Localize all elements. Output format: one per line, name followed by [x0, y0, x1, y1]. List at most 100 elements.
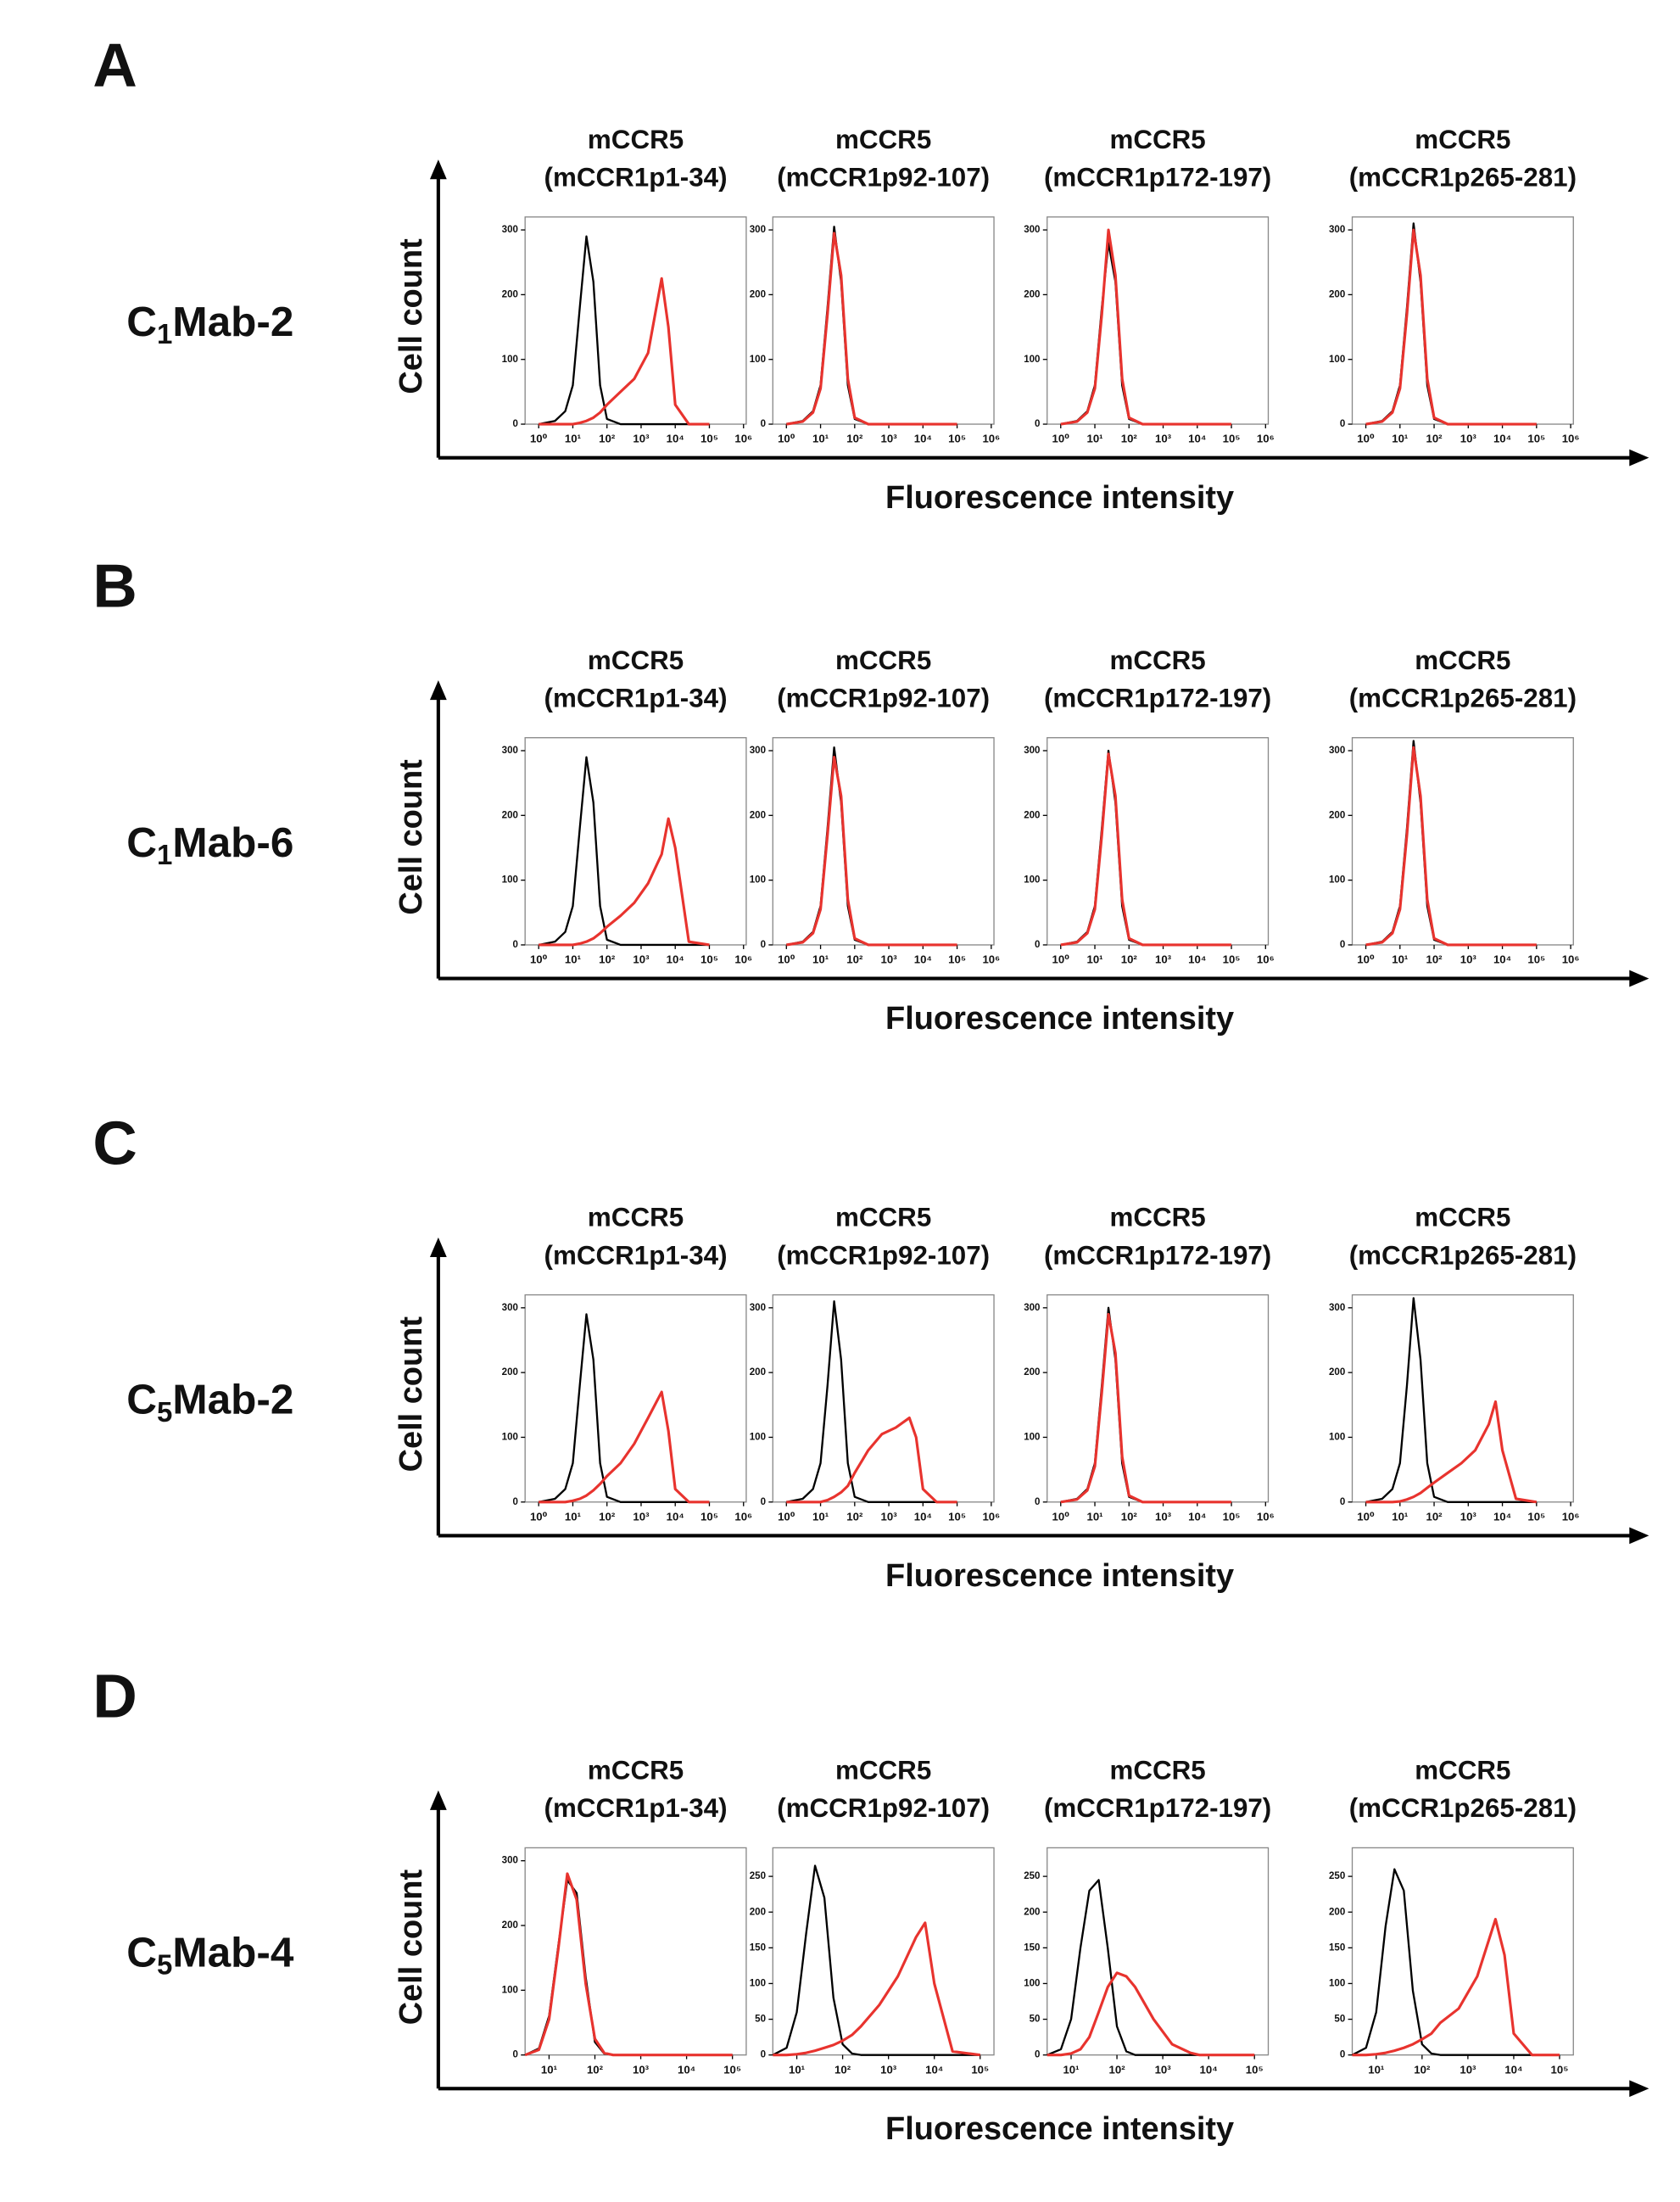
- x-tick-label: 10²: [834, 2063, 851, 2076]
- y-tick-label: 100: [1024, 875, 1040, 886]
- y-tick-label: 200: [750, 289, 766, 299]
- y-tick-label: 300: [502, 1303, 518, 1313]
- x-tick-label: 10⁴: [1493, 953, 1511, 966]
- x-tick-label: 10²: [1426, 433, 1443, 445]
- antibody-prefix: C: [126, 1930, 157, 1976]
- x-tick-label: 10⁴: [925, 2063, 943, 2076]
- x-tick-label: 10³: [881, 1510, 898, 1523]
- x-tick-label: 10⁶: [982, 433, 1000, 445]
- y-tick-label: 250: [1024, 1871, 1040, 1881]
- x-tick-label: 10⁰: [778, 1510, 795, 1523]
- histogram-curve: [1365, 1297, 1537, 1503]
- arrowhead: [1629, 449, 1649, 467]
- x-tick-label: 10⁵: [1246, 2063, 1264, 2076]
- x-tick-label: 10²: [1121, 1510, 1138, 1523]
- y-tick-label: 100: [750, 1978, 766, 1988]
- x-tick-label: 10¹: [565, 953, 581, 966]
- y-tick-label: 300: [1329, 746, 1345, 756]
- plot-frame: [1351, 737, 1574, 946]
- histogram-curve: [1060, 1312, 1232, 1504]
- y-tick-label: 150: [750, 1942, 766, 1953]
- histogram-curve: [786, 756, 957, 947]
- x-tick-label: 10³: [1155, 2063, 1172, 2076]
- x-tick-label: 10⁴: [667, 433, 684, 445]
- x-tick-label: 10⁰: [1052, 953, 1070, 966]
- y-tick-label: 50: [1334, 2015, 1345, 2025]
- histogram-curve: [772, 1864, 980, 2056]
- arrowhead: [1629, 970, 1649, 987]
- histogram-curve: [539, 1390, 710, 1504]
- x-tick-label: 10²: [599, 1510, 616, 1523]
- chart-title: mCCR5: [1110, 1756, 1206, 1786]
- y-tick-label: 300: [1024, 1303, 1040, 1313]
- x-tick-label: 10³: [1460, 2063, 1476, 2076]
- chart-title: mCCR5: [1110, 125, 1206, 154]
- y-tick-label: 200: [1024, 1367, 1040, 1378]
- y-tick-label: 300: [750, 746, 766, 756]
- y-tick-label: 200: [1329, 1907, 1345, 1917]
- x-tick-label: 10³: [881, 433, 898, 445]
- chart-subtitle: (mCCR1p1-34): [544, 683, 728, 713]
- x-tick-label: 10⁶: [734, 953, 752, 966]
- x-tick-label: 10⁵: [1223, 1510, 1241, 1523]
- x-tick-label: 10⁴: [914, 953, 932, 966]
- chart-title: mCCR5: [1415, 1203, 1510, 1232]
- x-tick-label: 10³: [880, 2063, 897, 2076]
- plot-frame: [524, 737, 747, 946]
- y-tick-label: 200: [1329, 1367, 1345, 1378]
- histogram-curve: [1365, 222, 1537, 426]
- x-tick-label: 10¹: [541, 2063, 557, 2076]
- x-tick-label: 10⁰: [530, 953, 548, 966]
- histogram-curve: [539, 817, 710, 947]
- y-tick-label: 200: [1329, 810, 1345, 820]
- x-tick-label: 10³: [1460, 953, 1477, 966]
- histogram-curve: [786, 1417, 957, 1504]
- x-tick-label: 10¹: [1086, 433, 1102, 445]
- y-tick-label: 100: [502, 355, 518, 365]
- y-tick-label: 0: [513, 2050, 518, 2060]
- y-tick-label: 300: [502, 746, 518, 756]
- x-tick-label: 10⁰: [1052, 1510, 1070, 1523]
- plot-frame: [772, 1847, 995, 2056]
- x-tick-label: 10²: [1121, 433, 1138, 445]
- y-tick-label: 0: [1340, 419, 1345, 429]
- plot-frame: [772, 737, 995, 946]
- panel-letter: B: [92, 552, 137, 621]
- histogram-curve: [1060, 1306, 1232, 1503]
- x-tick-label: 10³: [633, 2063, 650, 2076]
- y-tick-label: 300: [1329, 1303, 1345, 1313]
- histogram-curve: [538, 1313, 710, 1503]
- x-tick-label: 10⁰: [1357, 1510, 1375, 1523]
- plot-frame: [1047, 216, 1270, 425]
- chart-title: mCCR5: [588, 125, 684, 154]
- chart-subtitle: (mCCR1p92-107): [777, 163, 990, 193]
- antibody-label: C1Mab-2: [126, 299, 293, 349]
- chart-subtitle: (mCCR1p1-34): [544, 1240, 728, 1270]
- x-tick-label: 10¹: [1392, 953, 1408, 966]
- y-tick-label: 100: [502, 1433, 518, 1443]
- y-tick-label: 200: [750, 810, 766, 820]
- x-tick-label: 10⁰: [1357, 953, 1375, 966]
- x-tick-label: 10³: [1155, 953, 1172, 966]
- x-tick-label: 10⁵: [948, 1510, 966, 1523]
- y-tick-label: 0: [513, 940, 518, 950]
- x-tick-label: 10⁴: [1188, 433, 1206, 445]
- y-tick-label: 100: [1024, 355, 1040, 365]
- x-tick-label: 10⁶: [1257, 953, 1275, 966]
- chart-subtitle: (mCCR1p172-197): [1044, 1240, 1271, 1270]
- y-tick-label: 50: [755, 2015, 766, 2025]
- y-tick-label: 300: [750, 225, 766, 235]
- histogram-curve: [1060, 749, 1232, 947]
- x-tick-label: 10⁵: [948, 433, 966, 445]
- x-tick-label: 10⁰: [1052, 433, 1070, 445]
- x-tick-label: 10³: [633, 433, 650, 445]
- x-tick-label: 10⁰: [778, 953, 795, 966]
- x-tick-label: 10⁶: [1257, 1510, 1275, 1523]
- plot-frame: [1351, 1294, 1574, 1503]
- y-tick-label: 100: [1329, 355, 1345, 365]
- y-tick-label: 100: [1024, 1978, 1040, 1988]
- x-tick-label: 10¹: [1392, 433, 1408, 445]
- y-tick-label: 200: [502, 1367, 518, 1378]
